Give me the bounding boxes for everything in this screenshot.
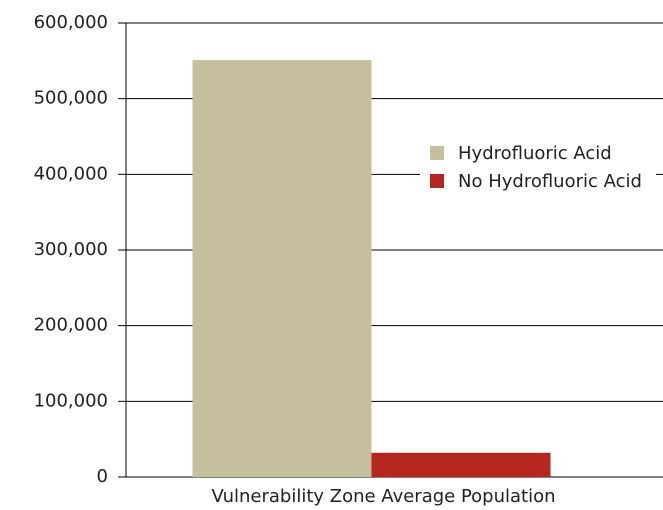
y-tick-label: 600,000	[34, 12, 108, 33]
legend-item: No Hydrofluoric Acid	[428, 170, 648, 194]
legend-label: No Hydrofluoric Acid	[458, 171, 642, 192]
y-tick-label: 200,000	[34, 315, 108, 336]
y-tick-label: 500,000	[34, 88, 108, 109]
x-tick-label: Vulnerability Zone Average Population	[211, 486, 555, 507]
bar	[192, 60, 372, 478]
y-tick-label: 100,000	[34, 390, 108, 411]
y-tick-label: 0	[97, 466, 108, 487]
legend: Hydrofluoric Acid No Hydrofluoric Acid	[420, 134, 656, 202]
legend-item: Hydrofluoric Acid	[428, 142, 648, 166]
bar	[371, 452, 551, 477]
legend-swatch	[430, 146, 444, 160]
legend-label: Hydrofluoric Acid	[458, 143, 612, 164]
y-tick-label: 400,000	[34, 163, 108, 184]
legend-swatch	[430, 174, 444, 188]
y-tick-label: 300,000	[34, 239, 108, 260]
